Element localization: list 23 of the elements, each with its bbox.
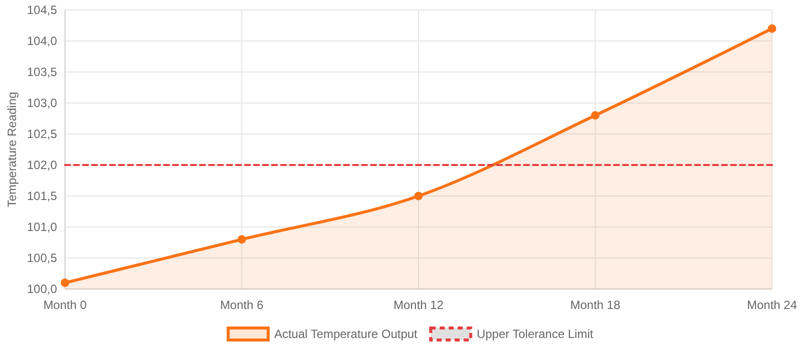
x-tick-label: Month 18	[570, 298, 621, 312]
y-tick-label: 103,0	[26, 96, 58, 110]
legend-label: Actual Temperature Output	[274, 326, 418, 341]
y-tick-label: 101,0	[26, 220, 58, 234]
x-tick-label: Month 24	[746, 298, 798, 312]
legend-label: Upper Tolerance Limit	[476, 326, 594, 341]
y-tick-label: 101,5	[26, 188, 58, 203]
y-tick-label: 102,0	[26, 158, 58, 172]
y-tick-label: 100,0	[26, 282, 58, 296]
y-tick-label: 103,5	[26, 64, 58, 79]
point	[768, 24, 776, 33]
point	[414, 192, 423, 200]
y-tick-label: 104,5	[26, 2, 58, 17]
y-tick-label: 102,5	[26, 126, 58, 141]
y-tick-label: 100,5	[26, 250, 58, 265]
point	[60, 278, 70, 288]
x-tick-label: Month 6	[220, 298, 264, 312]
x-tick-label: Month 12	[393, 298, 444, 312]
y-axis-title: Temperature Reading	[5, 92, 19, 208]
x-tick-label: Month 0	[43, 298, 88, 312]
y-tick-label: 104,0	[26, 34, 58, 48]
point	[238, 235, 246, 244]
point	[591, 111, 600, 120]
